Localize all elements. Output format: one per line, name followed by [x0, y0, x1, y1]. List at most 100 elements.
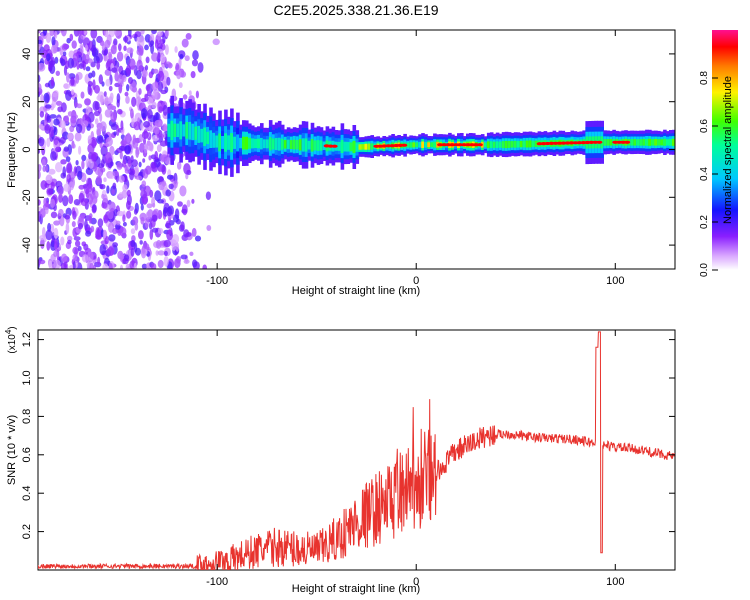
- spectrogram-noise-cell: [40, 180, 48, 190]
- spectrogram-band-cell: [534, 140, 539, 147]
- spectrogram-band-cell: [257, 138, 261, 149]
- spectrogram-band-cell: [260, 137, 264, 150]
- spectrogram-noise-cell: [157, 70, 165, 82]
- spectrogram-noise-cell: [54, 30, 58, 39]
- spectrogram-noise-cell: [130, 108, 134, 119]
- spectrogram-band-cell: [289, 140, 294, 149]
- spectrogram-y-tick-label: -40: [21, 237, 33, 253]
- spectrogram-noise-cell: [50, 198, 56, 208]
- spectrogram-noise-cell: [147, 109, 153, 119]
- spectrogram-noise-cell: [38, 30, 41, 34]
- spectrogram-peak-cell: [401, 143, 408, 147]
- spectrogram-noise-cell: [156, 133, 164, 139]
- spectrogram-noise-cell: [71, 40, 77, 49]
- spectrogram-noise-cell: [64, 215, 70, 220]
- spectrogram-band-cell: [239, 137, 243, 149]
- spectrogram-band-cell: [268, 137, 273, 151]
- spectrogram-noise-cell: [66, 163, 73, 174]
- spectrogram-noise-cell: [104, 151, 112, 164]
- spectrogram-band-cell: [430, 142, 434, 148]
- spectrogram-band-cell: [343, 141, 348, 152]
- colorbar: 0.0 0.2 0.4 0.6 0.8 Normalized spectral ampl…: [699, 30, 738, 277]
- spectrogram-noise-cell: [100, 167, 106, 173]
- spectrogram-band-cell: [313, 140, 318, 151]
- spectrogram-noise-cell: [184, 55, 190, 62]
- snr-series-line: [38, 331, 675, 570]
- spectrogram-noise-cell: [69, 125, 75, 133]
- spectrogram-noise-cell: [53, 251, 58, 257]
- spectrogram-noise-cell: [40, 237, 45, 249]
- spectrogram-noise-cell: [49, 114, 57, 119]
- spectrogram-noise-cell: [97, 256, 101, 265]
- spectrogram-noise-cell: [139, 212, 147, 222]
- spectrogram-band-cell: [191, 123, 195, 141]
- spectrogram-noise-cell: [175, 62, 180, 71]
- spectrogram-noise-cell: [149, 229, 154, 240]
- spectrogram-noise-cell: [92, 190, 99, 199]
- spectrogram-noise-cell: [142, 158, 146, 163]
- spectrogram-noise-cell: [166, 229, 174, 241]
- spectrogram-noise-cell: [176, 255, 181, 264]
- colorbar-gradient: [712, 30, 738, 270]
- spectrogram-noise-cell: [180, 221, 185, 231]
- spectrogram-noise-cell: [144, 44, 149, 51]
- spectrogram-noise-cell: [39, 208, 46, 218]
- spectrogram-noise-cell: [164, 44, 169, 55]
- spectrogram-noise-cell: [53, 46, 58, 54]
- spectrogram-noise-cell: [62, 195, 69, 207]
- spectrogram-peak-cell: [624, 140, 631, 144]
- spectrogram-noise-cell: [70, 115, 77, 124]
- spectrogram-noise-cell: [153, 126, 160, 135]
- spectrogram-noise-cell: [133, 208, 138, 215]
- spectrogram-noise-cell: [53, 118, 60, 126]
- spectrogram-band-cell: [406, 142, 410, 148]
- spectrogram-noise-cell: [65, 156, 71, 163]
- spectrogram-noise-cell: [88, 72, 93, 79]
- spectrogram-band-cell: [185, 122, 189, 139]
- spectrogram-band-cell: [409, 142, 413, 148]
- spectrogram-noise-cell: [108, 53, 113, 61]
- spectrogram-noise-cell: [61, 43, 68, 51]
- spectrogram-noise-cell: [202, 264, 207, 269]
- spectrogram-noise-cell: [57, 106, 63, 113]
- colorbar-tick-label: 0.6: [699, 119, 710, 133]
- spectrogram-noise-cell: [90, 30, 98, 39]
- spectrogram-band-cell: [301, 138, 306, 152]
- spectrogram-noise-cell: [191, 59, 199, 67]
- spectrogram-band-cell: [639, 139, 643, 146]
- spectrogram-noise-cell: [140, 204, 144, 211]
- spectrogram-noise-cell: [129, 170, 135, 181]
- spectrogram-noise-cell: [154, 190, 162, 202]
- spectrogram-band-cell: [672, 138, 675, 146]
- spectrogram-noise-cell: [51, 36, 56, 46]
- spectrogram-noise-cell: [46, 113, 51, 122]
- spectrogram-noise-cell: [163, 255, 169, 267]
- spectrogram-noise-cell: [163, 239, 171, 248]
- spectrogram-noise-cell: [88, 111, 95, 123]
- spectrogram-noise-cell: [118, 43, 122, 52]
- spectrogram-noise-cell: [53, 126, 58, 136]
- spectrogram-noise-cell: [139, 240, 143, 245]
- spectrogram-band-cell: [486, 141, 491, 149]
- spectrogram-noise-cell: [112, 170, 119, 177]
- spectrogram-band-cell: [197, 125, 201, 143]
- spectrogram-noise-cell: [99, 121, 107, 132]
- spectrogram-band-cell: [528, 140, 533, 148]
- spectrogram-noise-cell: [43, 197, 47, 207]
- snr-y-tick-label: 0.2: [21, 524, 33, 539]
- spectrogram-band-cell: [660, 139, 664, 146]
- spectrogram-noise-cell: [144, 65, 149, 71]
- spectrogram-band-cell: [212, 132, 216, 148]
- spectrogram-noise-cell: [131, 159, 139, 168]
- spectrogram-noise-cell: [95, 229, 103, 240]
- spectrogram-noise-cell: [99, 184, 106, 190]
- spectrogram-noise-cell: [39, 106, 46, 114]
- spectrogram-band-cell: [645, 138, 649, 146]
- spectrogram-noise-cell: [130, 247, 135, 257]
- spectrogram-noise-cell: [65, 60, 70, 70]
- spectrogram-band-cell: [254, 138, 258, 148]
- spectrogram-band-cell: [200, 128, 204, 143]
- spectrogram-noise-cell: [135, 247, 141, 256]
- spectrogram-noise-cell: [138, 161, 142, 168]
- spectrogram-noise-cell: [145, 165, 152, 175]
